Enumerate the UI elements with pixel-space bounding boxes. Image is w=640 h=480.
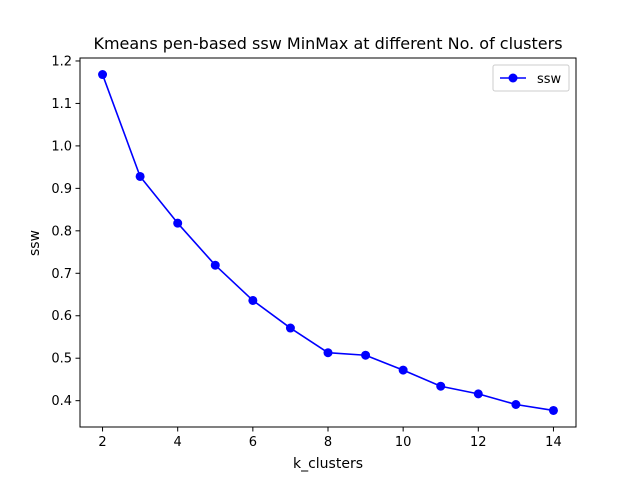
axes-frame xyxy=(79,57,577,428)
data-point xyxy=(548,405,558,415)
x-tick-label: 10 xyxy=(395,435,412,450)
x-axis-label: k_clusters xyxy=(293,456,363,472)
x-tick-label: 14 xyxy=(545,435,562,450)
data-point xyxy=(135,171,145,181)
data-point xyxy=(436,381,446,391)
data-point xyxy=(285,323,295,333)
series-line-ssw xyxy=(101,74,554,412)
data-point xyxy=(398,365,408,375)
legend: ssw xyxy=(492,64,570,92)
data-point xyxy=(473,389,483,399)
chart-title: Kmeans pen-based ssw MinMax at different… xyxy=(93,34,562,53)
y-tick-label: 0.7 xyxy=(51,267,72,282)
plot-area: 2 4 6 8 10 12 14 0.4 0.5 0.6 0.7 0.8 0.9 1.0 1.1 1.2 xyxy=(51,54,577,450)
x-tick-label: 12 xyxy=(470,435,487,450)
y-tick-label: 0.5 xyxy=(51,352,72,367)
y-tick-label: 0.6 xyxy=(51,309,72,324)
data-point xyxy=(511,399,521,409)
data-point xyxy=(173,218,183,228)
y-tick-label: 1.0 xyxy=(51,139,72,154)
data-point xyxy=(323,348,333,358)
data-point xyxy=(361,350,371,360)
data-point xyxy=(210,260,220,270)
y-tick-label: 0.4 xyxy=(51,394,72,409)
x-tick-label: 8 xyxy=(324,435,332,450)
x-tick-label: 2 xyxy=(98,435,106,450)
x-tick-label: 6 xyxy=(249,435,257,450)
y-tick-label: 1.2 xyxy=(51,54,72,69)
y-tick-label: 0.8 xyxy=(51,224,72,239)
data-point xyxy=(248,295,258,305)
y-axis-label: ssw xyxy=(27,230,43,256)
x-tick-label: 4 xyxy=(174,435,182,450)
legend-point-marker xyxy=(508,73,518,83)
legend-entry-ssw: ssw xyxy=(537,72,562,87)
data-point xyxy=(98,70,108,80)
y-tick-label: 0.9 xyxy=(51,182,72,197)
legend-box xyxy=(492,64,570,92)
y-tick-label: 1.1 xyxy=(51,97,72,112)
